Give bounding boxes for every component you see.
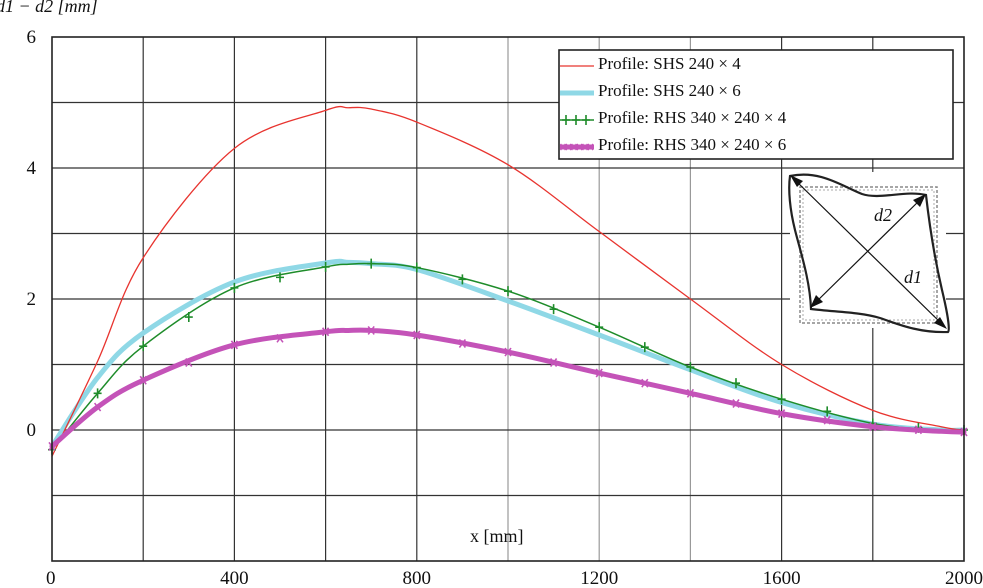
data-point-marker (732, 378, 740, 389)
legend-marker (559, 143, 567, 151)
data-point-marker (230, 340, 239, 350)
legend-label: Profile: SHS 240 × 4 (598, 54, 741, 73)
legend-item: Profile: SHS 240 × 4 (560, 54, 741, 73)
data-point-marker (914, 425, 923, 435)
legend-marker (565, 143, 572, 151)
x-tick-label: 1600 (763, 568, 801, 588)
deformed-profile (788, 173, 950, 334)
data-point-marker (276, 272, 284, 283)
data-point-marker (823, 415, 831, 425)
series-line (49, 327, 967, 449)
x-tick-label: 1200 (580, 568, 618, 588)
data-point-marker (549, 304, 558, 315)
legend-marker (570, 143, 578, 151)
y-tick-label: 6 (27, 27, 37, 48)
inset-label-d1: d1 (904, 267, 922, 287)
data-point-marker (595, 322, 604, 333)
data-point-marker (230, 282, 239, 293)
plot-border (51, 36, 965, 562)
data-point-marker (777, 394, 786, 405)
series-2 (49, 258, 967, 449)
legend-marker (581, 143, 589, 151)
series-1 (51, 105, 965, 457)
x-tick-label: 0 (46, 568, 56, 588)
inset-diagram: d2 d1 (788, 172, 950, 334)
x-tick-label: 400 (220, 568, 249, 588)
data-point-marker (686, 388, 695, 398)
data-point-marker (458, 339, 467, 349)
data-point-marker (549, 358, 558, 368)
data-point-marker (869, 422, 877, 432)
series-line (51, 105, 965, 457)
data-point-marker (595, 368, 603, 378)
data-point-marker (413, 330, 421, 340)
legend-item: Profile: RHS 340 × 240 × 6 (559, 135, 786, 154)
inset-label-d2: d2 (874, 205, 892, 225)
series-4 (48, 325, 968, 451)
data-point-marker (184, 312, 193, 323)
x-tick-label: 800 (403, 568, 432, 588)
d1-arrow (792, 177, 946, 328)
data-point-marker (367, 258, 376, 269)
d2-arrow (811, 195, 925, 307)
data-point-marker (641, 378, 649, 388)
data-point-marker (686, 362, 695, 373)
x-tick-label: 2000 (945, 568, 983, 588)
data-point-marker (777, 409, 786, 419)
data-point-marker (367, 325, 375, 335)
x-axis-label: x [mm] (470, 526, 524, 546)
data-point-marker (93, 402, 102, 412)
data-point-marker (321, 327, 330, 337)
legend-marker (572, 115, 580, 125)
legend-marker (576, 143, 583, 151)
legend-marker (587, 143, 594, 151)
legend-marker (582, 115, 590, 125)
series-line (51, 262, 965, 451)
legend-marker (562, 115, 570, 125)
data-point-marker (504, 286, 512, 297)
data-point-marker (276, 333, 284, 343)
data-point-marker (823, 406, 832, 417)
data-point-marker (139, 375, 147, 385)
data-point-marker (93, 388, 102, 399)
data-point-marker (732, 398, 740, 408)
data-point-marker (412, 262, 421, 273)
data-point-marker (458, 274, 467, 285)
legend-item: Profile: RHS 340 × 240 × 4 (560, 108, 787, 127)
y-tick-label: 4 (27, 158, 37, 179)
y-tick-label: 0 (27, 420, 37, 441)
series-layer (48, 105, 968, 457)
y-axis-label: d1 − d2 [mm] (0, 0, 98, 16)
legend-label: Profile: RHS 340 × 240 × 4 (598, 108, 787, 127)
tick-labels: 0 400 800 1200 1600 2000 6 4 2 0 (27, 27, 983, 588)
series-line (49, 258, 967, 449)
legend: Profile: SHS 240 × 4 Profile: SHS 240 × 6… (558, 49, 954, 160)
legend-item: Profile: SHS 240 × 6 (560, 81, 741, 100)
data-point-marker (504, 347, 512, 357)
data-point-marker (185, 358, 193, 368)
legend-label: Profile: SHS 240 × 6 (598, 81, 741, 100)
y-tick-label: 2 (27, 289, 37, 310)
data-point-marker (640, 342, 649, 353)
legend-label: Profile: RHS 340 × 240 × 6 (598, 135, 786, 154)
data-point-marker (321, 261, 330, 272)
data-point-marker (139, 341, 148, 352)
